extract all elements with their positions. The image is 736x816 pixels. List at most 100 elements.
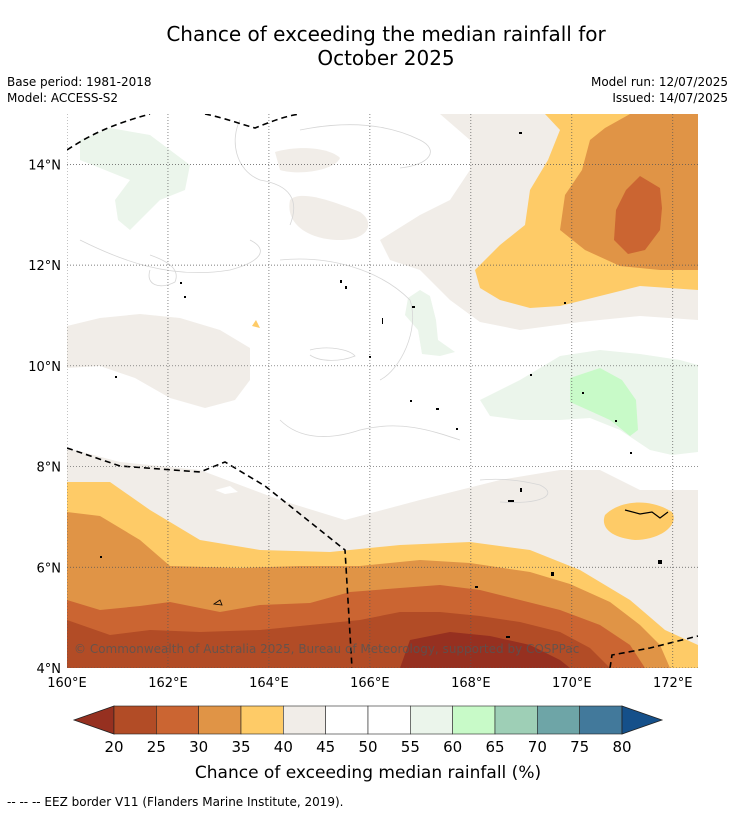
title-line-2: October 2025 <box>317 46 455 70</box>
model-run: Model run: 12/07/2025 <box>590 75 728 89</box>
colorbar-segment <box>113 705 157 735</box>
island <box>456 428 458 430</box>
colorbar-segment <box>579 705 623 735</box>
island <box>410 400 412 402</box>
lat-tick-label: 14°N <box>28 158 61 173</box>
contour-2 <box>234 119 295 226</box>
colorbar-segment <box>198 705 242 735</box>
eez-border-north <box>67 114 301 151</box>
longitude-labels: 160°E 162°E 164°E 166°E 168°E 170°E 172°E <box>47 676 692 691</box>
eez-border-southeast <box>609 635 698 668</box>
eez-border-south <box>67 447 353 668</box>
contour-5 <box>279 419 461 441</box>
contour-1 <box>79 239 261 273</box>
island <box>520 488 522 492</box>
meta-left: Base period: 1981-2018 Model: ACCESS-S2 <box>7 74 152 106</box>
colorbar-tick-label: 30 <box>189 738 208 756</box>
lon-tick-label: 162°E <box>148 676 188 691</box>
colorbar-tick-label: 55 <box>401 738 420 756</box>
island <box>630 452 632 454</box>
island <box>551 572 554 576</box>
colorbar-tick-label: 75 <box>570 738 589 756</box>
map-title: Chance of exceeding the median rainfall … <box>0 22 736 70</box>
colorbar-label: Chance of exceeding median rainfall (%) <box>195 763 541 783</box>
base-period: Base period: 1981-2018 <box>7 75 152 89</box>
eez-footnote: -- -- -- EEZ border V11 (Flanders Marine… <box>7 795 344 809</box>
island <box>506 636 510 638</box>
island-outline <box>624 509 669 519</box>
model-name: Model: ACCESS-S2 <box>7 91 119 105</box>
lat-tick-label: 10°N <box>28 360 61 375</box>
island <box>436 408 439 410</box>
island <box>345 286 347 289</box>
region-55-central <box>405 290 455 356</box>
colorbar-segment <box>283 705 326 735</box>
colorbar-segment <box>240 705 284 735</box>
latitude-labels: 14°N 12°N 10°N 8°N 6°N 4°N <box>28 158 61 677</box>
colorbar-segment <box>367 705 411 735</box>
lon-tick-label: 166°E <box>350 676 390 691</box>
colorbar-tick-label: 45 <box>316 738 335 756</box>
colorbar-tick-label: 25 <box>147 738 166 756</box>
map-plot-area: © Commonwealth of Australia 2025, Bureau… <box>67 114 698 668</box>
region-20-south <box>400 632 570 668</box>
lon-tick-label: 168°E <box>451 676 491 691</box>
region-white-blob-2 <box>215 486 238 494</box>
colorbar-tick-label: 35 <box>231 738 250 756</box>
colorbar-arrow-high <box>621 705 664 735</box>
colorbar-tick-label: 60 <box>443 738 462 756</box>
island <box>582 392 584 394</box>
region-55-northwest <box>80 128 190 230</box>
lon-tick-label: 172°E <box>653 676 693 691</box>
contour-6 <box>479 478 549 503</box>
contour-4 <box>309 347 356 361</box>
lat-tick-label: 12°N <box>28 259 61 274</box>
contour-8 <box>148 254 177 287</box>
colorbar-tick-label: 20 <box>104 738 123 756</box>
colorbar-segment <box>325 705 369 735</box>
island <box>530 374 532 376</box>
colorbar-tick-label: 80 <box>612 738 631 756</box>
island <box>564 302 566 304</box>
island <box>658 560 662 564</box>
gridlines <box>67 114 698 668</box>
lat-tick-label: 4°N <box>37 662 62 677</box>
region-white-blob <box>70 410 112 442</box>
region-30-northeast <box>614 176 662 254</box>
contour-3 <box>279 258 414 381</box>
region-35-dot <box>88 600 98 608</box>
region-45-blob-b <box>275 148 340 173</box>
island <box>180 282 182 284</box>
island <box>184 296 186 298</box>
colorbar-tick-label: 65 <box>485 738 504 756</box>
colorbar-segment <box>452 705 496 735</box>
region-40-dot <box>252 320 260 328</box>
meta-right: Model run: 12/07/2025 Issued: 14/07/2025 <box>591 74 728 106</box>
title-line-1: Chance of exceeding the median rainfall … <box>166 22 606 46</box>
island-outline-2 <box>212 599 223 606</box>
region-45-blob-a <box>289 195 369 240</box>
lon-tick-label: 160°E <box>47 676 87 691</box>
colorbar-arrow-low <box>72 705 115 735</box>
region-45-west <box>67 314 250 408</box>
colorbar-segment <box>537 705 580 735</box>
colorbar-tick-label: 50 <box>358 738 377 756</box>
region-60-east <box>570 368 638 436</box>
island <box>475 586 478 588</box>
lat-tick-label: 6°N <box>37 561 62 576</box>
lon-tick-label: 164°E <box>249 676 289 691</box>
colorbar-tick-label: 40 <box>274 738 293 756</box>
lat-tick-label: 8°N <box>37 461 62 476</box>
island <box>508 500 514 502</box>
island <box>382 318 383 324</box>
island <box>115 376 117 378</box>
region-40-blob <box>603 502 674 540</box>
lon-tick-label: 170°E <box>552 676 592 691</box>
colorbar-segment <box>494 705 538 735</box>
issued-date: Issued: 14/07/2025 <box>612 91 728 105</box>
contour-lines <box>79 119 549 503</box>
eez-borders <box>67 114 698 668</box>
island <box>615 420 617 422</box>
colorbar-tick-label: 70 <box>528 738 547 756</box>
